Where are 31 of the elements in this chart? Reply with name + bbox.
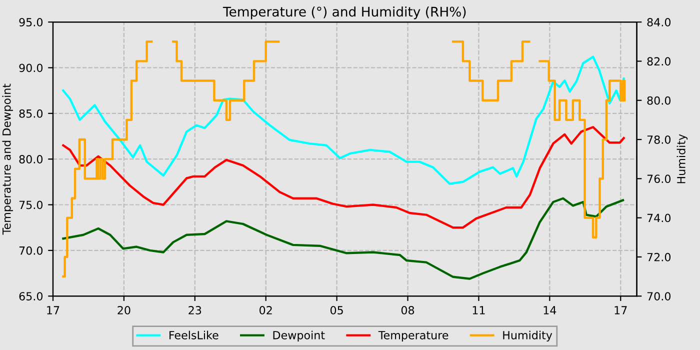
y-tick-label: 65.0 <box>19 292 43 300</box>
legend-label: Temperature <box>378 331 448 342</box>
y-tick-label: 85.0 <box>19 109 43 118</box>
y2-tick-label: 74.0 <box>647 214 671 222</box>
y-tick-label: 90.0 <box>19 64 43 72</box>
y2-axis-title: Humidity <box>676 134 688 184</box>
x-tick-label: 20 <box>118 306 130 314</box>
legend-label: Humidity <box>503 330 552 342</box>
x-tick-label: 23 <box>188 306 202 314</box>
y2-tick-label: 84.0 <box>647 18 671 26</box>
x-tick-label: 11 <box>472 306 485 314</box>
x-tick-label: 17 <box>47 306 60 314</box>
x-tick-label: 02 <box>260 306 272 314</box>
y2-tick-label: 80.0 <box>647 96 671 105</box>
legend-label: FeelsLike <box>170 330 218 340</box>
y-tick-label: 70.0 <box>19 246 43 255</box>
y2-tick-label: 82.0 <box>647 57 671 66</box>
y2-tick-label: 70.0 <box>647 292 671 300</box>
chart-title: Temperature (°) and Humidity (RH%) <box>222 6 466 20</box>
legend-label: Dewpoint <box>273 330 325 342</box>
y-tick-label: 95.0 <box>19 18 43 26</box>
y2-tick-label: 72.0 <box>647 252 671 262</box>
y2-tick-label: 78.0 <box>647 135 671 144</box>
x-tick-label: 17 <box>614 306 627 314</box>
y-tick-label: 75.0 <box>19 200 43 210</box>
y-axis-title: Temperature and Dewpoint <box>2 84 13 235</box>
y-tick-label: 80.0 <box>19 155 43 164</box>
x-tick-label: 14 <box>544 306 556 314</box>
x-tick-label: 08 <box>401 306 414 314</box>
y2-tick-label: 76.0 <box>647 174 671 184</box>
x-tick-label: 05 <box>330 306 343 314</box>
